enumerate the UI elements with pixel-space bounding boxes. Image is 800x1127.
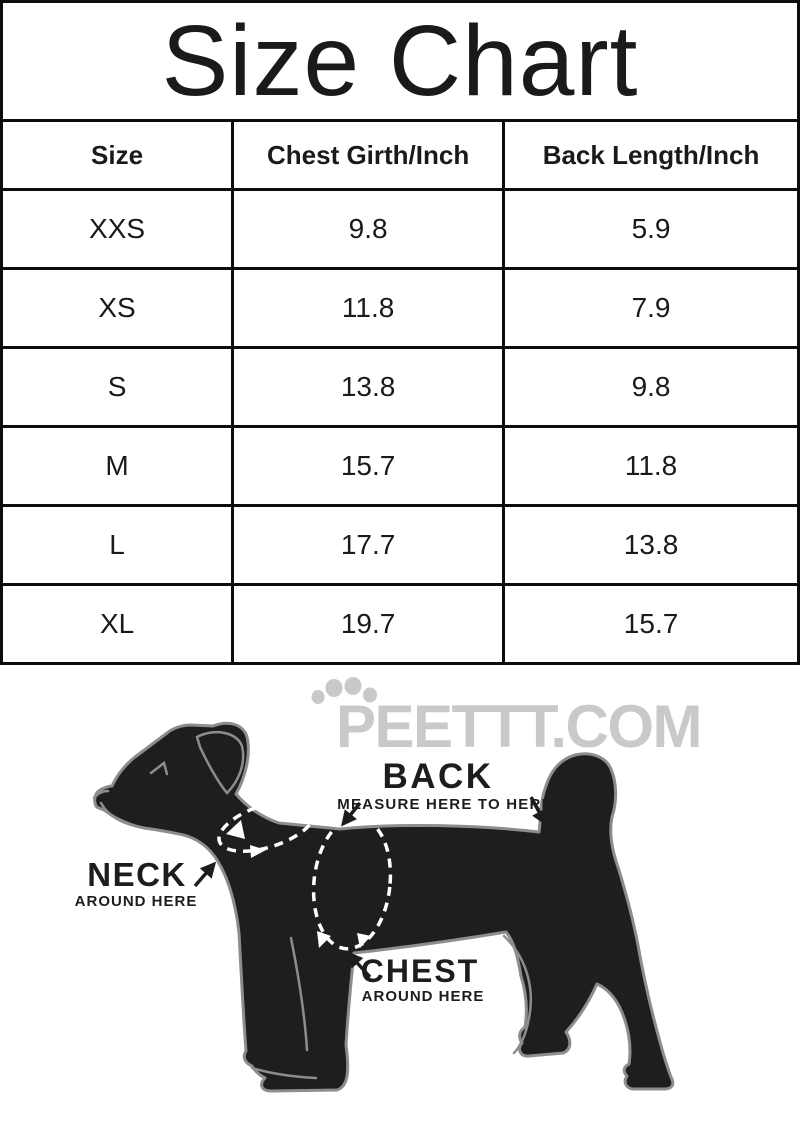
- neck-arrow-icon: [193, 861, 217, 888]
- table-row: XXS 9.8 5.9: [0, 188, 800, 270]
- back-label: BACK: [382, 757, 493, 796]
- ear-line: [195, 730, 245, 795]
- paw-print-icon: [311, 677, 377, 704]
- measure-direction-arrowheads: [226, 820, 371, 948]
- size-cell: M: [0, 425, 235, 507]
- hind-thigh-line: [502, 934, 533, 1055]
- back-cell: 9.8: [502, 346, 800, 428]
- mouth-line: [99, 801, 137, 828]
- chest-measure-ellipse: [311, 815, 393, 951]
- chest-cell: 13.8: [231, 346, 506, 428]
- pointer-arrows: [193, 796, 547, 979]
- back-sublabel: MEASURE HERE TO HERE: [337, 796, 552, 813]
- size-cell: XXS: [0, 188, 235, 270]
- table-row: S 13.8 9.8: [0, 346, 800, 428]
- size-cell: XS: [0, 267, 235, 349]
- back-arrow-left-icon: [341, 801, 362, 827]
- neck-sublabel: AROUND HERE: [75, 893, 198, 910]
- size-cell: L: [0, 504, 235, 586]
- back-cell: 5.9: [502, 188, 800, 270]
- column-header-size: Size: [0, 119, 235, 191]
- title-row: Size Chart: [0, 0, 800, 122]
- dog-detail-lines: [92, 730, 533, 1080]
- chest-cell: 17.7: [231, 504, 506, 586]
- chest-cell: 15.7: [231, 425, 506, 507]
- chest-cell: 19.7: [231, 583, 506, 665]
- column-header-back: Back Length/Inch: [502, 119, 800, 191]
- dog-measurement-diagram: PEETTT.COM BACK: [75, 677, 703, 1093]
- chest-cell: 9.8: [231, 188, 506, 270]
- front-leg-separator-line: [289, 936, 309, 1052]
- table-row: XS 11.8 7.9: [0, 267, 800, 349]
- size-chart-title: Size Chart: [0, 0, 800, 122]
- front-foot-separator-line: [250, 1066, 318, 1080]
- nose-line: [92, 789, 110, 800]
- chest-sublabel: AROUND HERE: [362, 988, 485, 1005]
- table-row: XL 19.7 15.7: [0, 583, 800, 665]
- header-row: Size Chest Girth/Inch Back Length/Inch: [0, 119, 800, 191]
- size-chart-table: Size Chart Size Chest Girth/Inch Back Le…: [0, 0, 800, 665]
- neck-label: NECK: [87, 856, 187, 893]
- watermark-text: PEETTT.COM: [336, 693, 701, 760]
- table-row: M 15.7 11.8: [0, 425, 800, 507]
- eye-line: [149, 760, 169, 776]
- chest-arrow-icon: [346, 951, 372, 979]
- back-cell: 13.8: [502, 504, 800, 586]
- table-row: L 17.7 13.8: [0, 504, 800, 586]
- chest-label: CHEST: [361, 953, 479, 989]
- back-cell: 11.8: [502, 425, 800, 507]
- size-cell: S: [0, 346, 235, 428]
- neck-measure-ellipse: [217, 798, 317, 854]
- column-header-chest: Chest Girth/Inch: [231, 119, 506, 191]
- size-cell: XL: [0, 583, 235, 665]
- back-arrow-right-icon: [529, 796, 547, 826]
- chest-cell: 11.8: [231, 267, 506, 349]
- back-cell: 15.7: [502, 583, 800, 665]
- back-cell: 7.9: [502, 267, 800, 349]
